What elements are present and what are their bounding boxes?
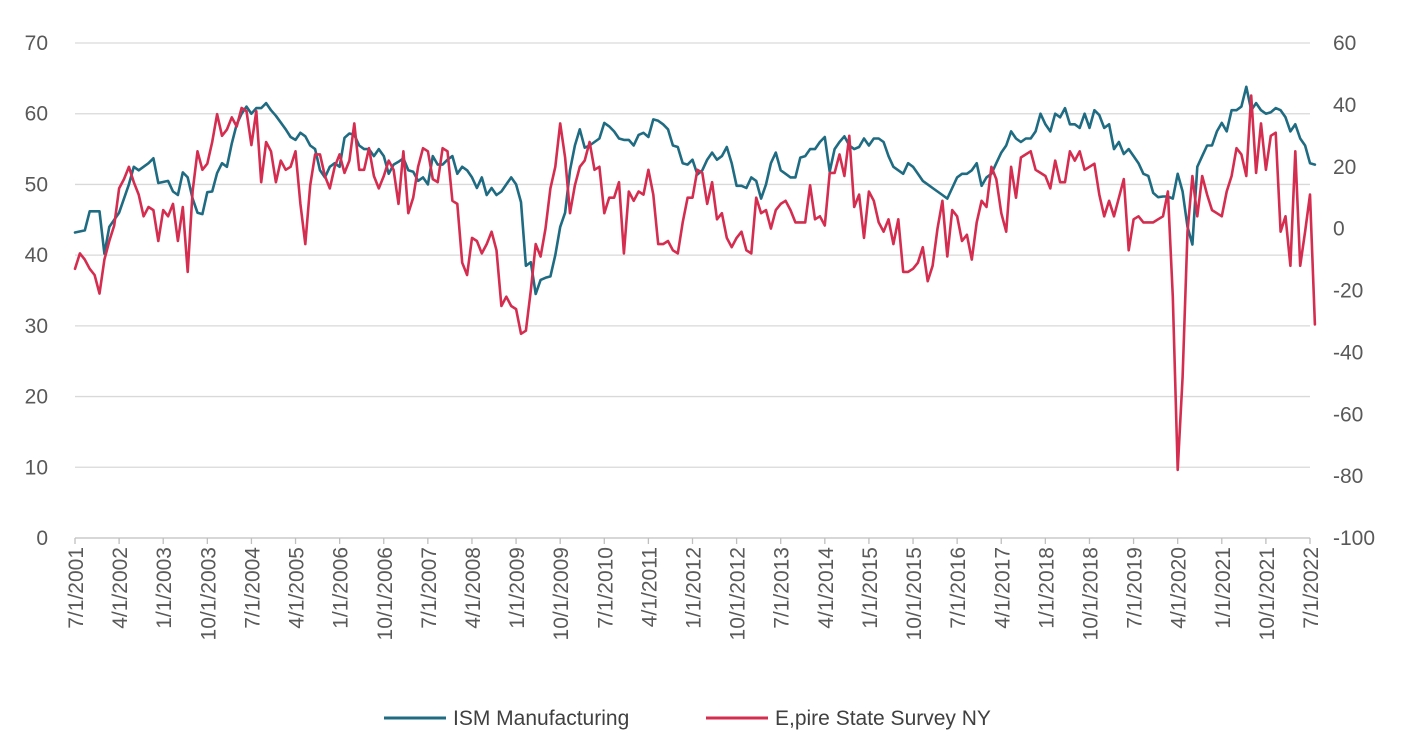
legend-label-empire: E,pire State Survey NY [775,707,991,730]
x-tick-label: 4/1/2020 [1168,547,1191,629]
right-y-tick-label: -20 [1333,280,1363,303]
left-y-tick-label: 60 [25,103,48,126]
x-tick-label: 10/1/2003 [197,547,220,640]
legend: ISM Manufacturing E,pire State Survey NY [384,707,991,730]
legend-item-ism: ISM Manufacturing [384,707,629,730]
x-tick-label: 4/1/2011 [638,547,661,627]
left-y-tick-label: 70 [25,32,48,55]
x-tick-label: 1/1/2003 [153,547,176,629]
x-tick-label: 7/1/2001 [65,547,88,629]
x-tick-label: 7/1/2010 [594,547,617,629]
series-line-ism [73,85,1317,296]
x-tick-label: 7/1/2007 [418,547,441,629]
x-tick-label: 7/1/2016 [947,547,970,629]
right-y-tick-label: -100 [1333,527,1375,550]
x-tick-label: 10/1/2012 [727,547,750,640]
x-tick-label: 7/1/2022 [1300,547,1323,629]
x-tick-label: 1/1/2006 [330,547,353,629]
left-y-tick-label: 20 [25,386,48,409]
left-y-tick-label: 0 [36,527,48,550]
x-tick-label: 10/1/2009 [550,547,573,640]
right-y-tick-label: 60 [1333,32,1356,55]
right-y-tick-label: 20 [1333,156,1356,179]
gridlines [75,42,1310,468]
x-tick-label: 7/1/2019 [1124,547,1147,629]
right-y-axis: -100 -80 -60 -40 -20 0 20 40 60 [1333,32,1375,550]
x-tick-label: 4/1/2014 [815,547,838,629]
x-tick-label: 1/1/2012 [683,547,706,629]
series-line-empire-state [73,94,1317,472]
x-tick-label: 10/1/2021 [1256,547,1279,640]
x-tick-label: 4/1/2005 [286,547,309,629]
x-tick-label: 10/1/2018 [1079,547,1102,640]
x-tick-label: 7/1/2013 [771,547,794,629]
right-y-tick-label: -80 [1333,465,1363,488]
right-y-tick-label: -60 [1333,403,1363,426]
left-y-axis: 0 10 20 30 40 50 60 70 [25,32,48,550]
left-y-tick-label: 40 [25,244,48,267]
x-axis: 7/1/2001 4/1/2002 1/1/2003 10/1/2003 7/1/200… [65,538,1323,640]
x-tick-label: 10/1/2006 [374,547,397,640]
x-tick-label: 4/1/2008 [462,547,485,629]
left-y-tick-label: 30 [25,315,48,338]
left-y-tick-label: 50 [25,173,48,196]
right-y-tick-label: 40 [1333,94,1356,117]
right-y-tick-label: -40 [1333,341,1363,364]
x-tick-label: 1/1/2018 [1035,547,1058,629]
x-tick-label: 1/1/2009 [506,547,529,629]
left-y-tick-label: 10 [25,456,48,479]
x-tick-label: 7/1/2004 [241,547,264,629]
right-y-tick-label: 0 [1333,218,1345,241]
x-tick-label: 4/1/2017 [991,547,1014,629]
x-tick-label: 1/1/2015 [859,547,882,629]
x-tick-label: 1/1/2021 [1212,547,1235,629]
x-tick-label: 4/1/2002 [109,547,132,629]
x-tick-label: 10/1/2015 [903,547,926,640]
legend-item-empire: E,pire State Survey NY [706,707,991,730]
series-layer [73,85,1317,472]
legend-label-ism: ISM Manufacturing [453,707,629,730]
